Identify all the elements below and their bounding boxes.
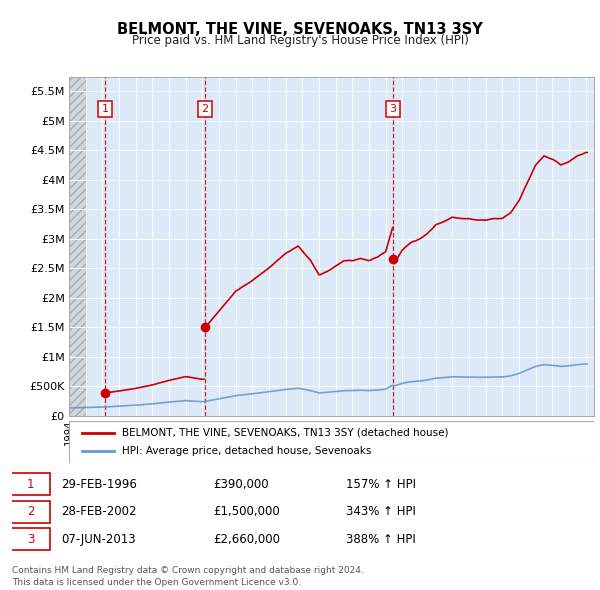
Text: 29-FEB-1996: 29-FEB-1996 — [61, 478, 137, 491]
Text: £1,500,000: £1,500,000 — [214, 505, 280, 519]
Text: Price paid vs. HM Land Registry's House Price Index (HPI): Price paid vs. HM Land Registry's House … — [131, 34, 469, 47]
Bar — [69, 77, 86, 416]
Text: BELMONT, THE VINE, SEVENOAKS, TN13 3SY (detached house): BELMONT, THE VINE, SEVENOAKS, TN13 3SY (… — [121, 428, 448, 438]
Text: HPI: Average price, detached house, Sevenoaks: HPI: Average price, detached house, Seve… — [121, 446, 371, 456]
Text: BELMONT, THE VINE, SEVENOAKS, TN13 3SY: BELMONT, THE VINE, SEVENOAKS, TN13 3SY — [117, 22, 483, 37]
Text: 1: 1 — [101, 104, 109, 114]
FancyBboxPatch shape — [11, 501, 50, 523]
Text: 388% ↑ HPI: 388% ↑ HPI — [346, 533, 416, 546]
Text: Contains HM Land Registry data © Crown copyright and database right 2024.
This d: Contains HM Land Registry data © Crown c… — [12, 566, 364, 587]
Text: 157% ↑ HPI: 157% ↑ HPI — [346, 478, 416, 491]
Text: 3: 3 — [27, 533, 34, 546]
Text: £390,000: £390,000 — [214, 478, 269, 491]
FancyBboxPatch shape — [69, 421, 594, 463]
FancyBboxPatch shape — [11, 528, 50, 550]
Text: 07-JUN-2013: 07-JUN-2013 — [61, 533, 136, 546]
Text: 2: 2 — [26, 505, 34, 519]
Text: £2,660,000: £2,660,000 — [214, 533, 281, 546]
Text: 28-FEB-2002: 28-FEB-2002 — [61, 505, 136, 519]
Text: 343% ↑ HPI: 343% ↑ HPI — [346, 505, 416, 519]
Text: 2: 2 — [202, 104, 209, 114]
Text: 1: 1 — [26, 478, 34, 491]
FancyBboxPatch shape — [11, 473, 50, 496]
Text: 3: 3 — [389, 104, 397, 114]
Bar — [69, 77, 86, 416]
